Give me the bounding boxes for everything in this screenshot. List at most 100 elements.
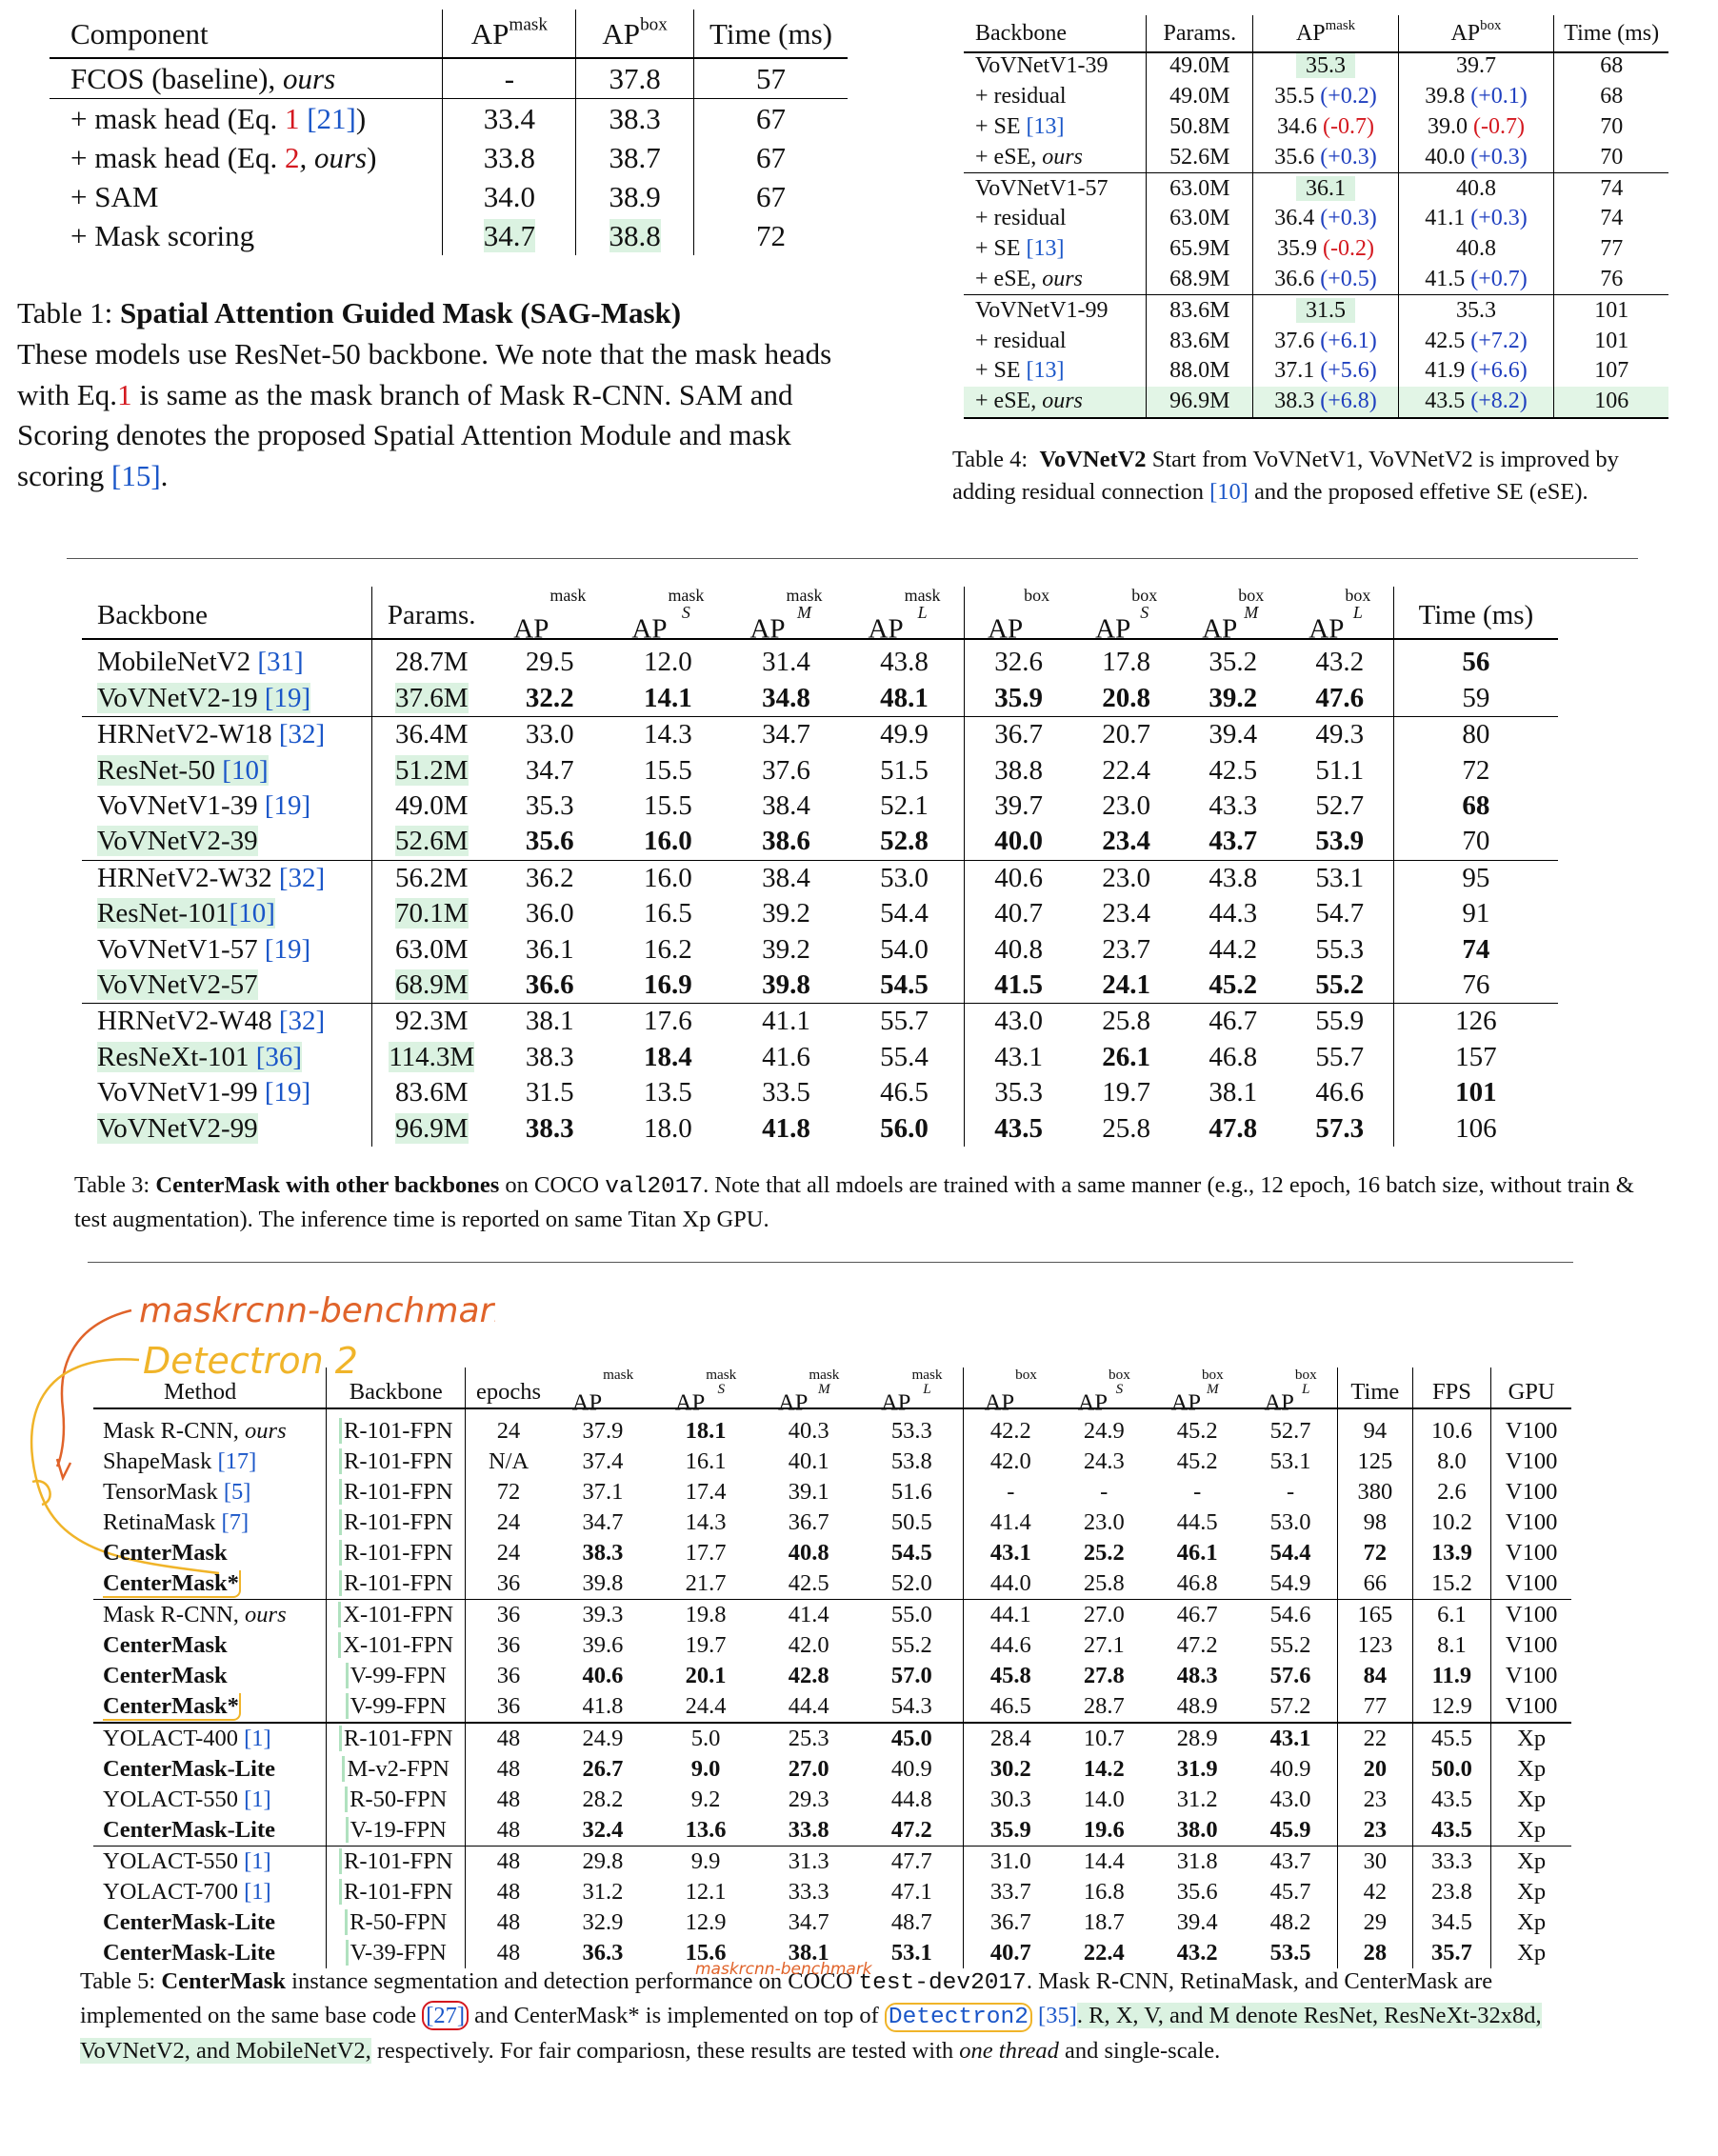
table3-cell-apmask: 35.3 (490, 789, 609, 824)
citation-link[interactable]: [19] (264, 682, 311, 713)
table3-cell-apbox-s: 25.8 (1073, 1110, 1180, 1146)
table5-cell-apbox-s: 25.8 (1057, 1568, 1151, 1601)
table5-cell-apbox: 43.1 (963, 1538, 1058, 1569)
citation-link[interactable]: [13] (1026, 236, 1065, 262)
table5-caption: Table 5: CenterMask instance segmentatio… (80, 1966, 1604, 2067)
backbone-text: VoVNetV1-39 (975, 53, 1109, 79)
table5-cell-apmask-m: 29.3 (788, 1787, 829, 1813)
table4-cell-params: 83.6M (1146, 326, 1253, 356)
delta-value: (+8.2) (1470, 389, 1528, 414)
citation-link[interactable]: [1] (244, 1787, 271, 1813)
table5-cell-apbox-l: - (1287, 1479, 1295, 1506)
citation-link[interactable]: [32] (278, 719, 326, 750)
table5-cell-apbox-l: 40.9 (1269, 1756, 1311, 1783)
citation-link[interactable]: [17] (217, 1448, 257, 1475)
table3-cell-apmask: 33.0 (490, 717, 609, 753)
backbone-text: + eSE, (975, 389, 1043, 414)
cell-value: 18.4 (644, 1041, 692, 1072)
citation-link[interactable]: [21] (307, 101, 356, 135)
table5-cell-time: 77 (1337, 1691, 1413, 1725)
table5-cell-fps: 10.2 (1411, 1507, 1491, 1539)
table5-caption-detectron2-link[interactable]: Detectron2 (884, 2003, 1032, 2033)
citation-link[interactable]: [1] (244, 1848, 271, 1875)
table5-cell-apbox: 44.1 (963, 1599, 1058, 1631)
table5-cell-apbox-m: 39.4 (1176, 1909, 1218, 1936)
table-row: HRNetV2-W48 [32] 92.3M 38.1 17.6 41.1 55.7 43.… (82, 1003, 1558, 1040)
table5-cell-epochs: 48 (465, 1846, 551, 1878)
table4-cell-ap-box: 35.3 (1397, 294, 1554, 327)
table1-header-component: Component (70, 17, 209, 50)
citation-link[interactable]: [19] (264, 933, 311, 965)
cell-value: 92.3M (394, 1006, 469, 1037)
component-text: FCOS (baseline), (70, 61, 284, 95)
table5-cell-apmask-l: 52.0 (860, 1568, 964, 1601)
table4-cell-ap-box: 43.5 (+8.2) (1397, 386, 1554, 419)
backbone-text: VoVNetV1-57 (975, 175, 1109, 201)
backbone-name: HRNetV2-W18 (97, 719, 279, 750)
table4-cell-params: 63.0M (1146, 203, 1253, 234)
cell-value: 35.3 (994, 1077, 1043, 1108)
table5-caption-text-3: and CenterMask* is implemented on top of (469, 2003, 885, 2029)
cell-value: 39.2 (762, 898, 810, 929)
cell-value: 41.6 (762, 1041, 810, 1072)
citation-link[interactable]: [13] (1026, 358, 1065, 384)
eq-ref-link[interactable]: 1 (284, 101, 300, 135)
table4-caption-cite-link[interactable]: [10] (1209, 478, 1249, 505)
table-row: HRNetV2-W32 [32] 56.2M 36.2 16.0 38.4 53.0 40.… (82, 860, 1558, 897)
table5-cell-apmask: 39.3 (582, 1602, 624, 1628)
delta-value: (-0.2) (1323, 236, 1374, 262)
table4-cell-backbone: + residual (964, 326, 1147, 356)
citation-link[interactable]: [19] (264, 1077, 311, 1108)
cell-value: R-101-FPN (339, 1479, 453, 1506)
table5-cell-fps: 23.8 (1411, 1877, 1491, 1908)
citation-link[interactable]: [10] (222, 754, 269, 786)
table5-caption-cite-27-link[interactable]: [27] (422, 2001, 469, 2031)
table5-caption-cite-35-link[interactable]: [35] (1038, 2003, 1077, 2029)
citation-link[interactable]: [5] (223, 1479, 251, 1506)
cell-value: 17.6 (644, 1006, 692, 1037)
citation-link[interactable]: [10] (229, 898, 275, 929)
method-name: Mask R-CNN, (103, 1418, 246, 1445)
table3-cell-time: 101 (1392, 1074, 1558, 1111)
table5-cell-apmask: 26.7 (582, 1756, 624, 1783)
table1-caption-eq-link[interactable]: 1 (117, 377, 132, 411)
table3-cell-apmask-s: 16.0 (609, 860, 727, 896)
table5-cell-time: 23 (1337, 1815, 1413, 1847)
citation-link[interactable]: [1] (244, 1879, 271, 1906)
citation-link[interactable]: [19] (264, 790, 311, 822)
table5-caption-text-6: and single-scale. (1058, 2037, 1221, 2064)
table4-cell-time: 76 (1553, 264, 1668, 296)
eq-ref-link[interactable]: 2 (284, 140, 300, 174)
table5-cell-time: 94 (1337, 1416, 1413, 1447)
citation-link[interactable]: [13] (1026, 113, 1065, 139)
table5-cell-fps: 50.0 (1411, 1754, 1491, 1786)
table1-caption-cite-link[interactable]: [15] (111, 459, 161, 493)
cell-value: 54.4 (880, 898, 929, 929)
table4-cell-backbone: + residual (964, 204, 1147, 234)
cell-value: 16.0 (644, 826, 692, 857)
table3-cell-params: 96.9M (371, 1110, 491, 1147)
table5-cell-apmask: 41.8 (550, 1691, 655, 1725)
table5-cell-apmask: 24.9 (582, 1726, 624, 1752)
table5-header-apbox-m: AP box M (1170, 1367, 1224, 1416)
table3-cell-time: 95 (1392, 860, 1558, 897)
delta-value: (+0.7) (1470, 266, 1528, 291)
table5-caption-title: CenterMask (161, 1968, 287, 1994)
cell-value: 16.5 (644, 898, 692, 929)
citation-link[interactable]: [1] (244, 1726, 271, 1752)
table5-cell-backbone: V-99-FPN (326, 1661, 466, 1692)
table4-cell-ap-mask: 35.3 (1252, 51, 1399, 82)
delta-value: (+0.3) (1320, 144, 1377, 170)
cell-value: 25.8 (1102, 1006, 1151, 1037)
citation-link[interactable]: [7] (221, 1509, 250, 1536)
method-name: CenterMask-Lite (103, 1940, 275, 1966)
citation-link[interactable]: [32] (278, 862, 326, 893)
citation-link[interactable]: [31] (257, 647, 304, 678)
table3-cell-apmask-l: 54.5 (845, 967, 965, 1005)
table3-header-apmask-l: AP mask L (868, 586, 941, 645)
citation-link[interactable]: [32] (278, 1006, 326, 1037)
citation-link[interactable]: [36] (255, 1041, 303, 1072)
table-row: + residual 49.0M 35.5 (+0.2) 39.8 (+0.1) 68 (964, 81, 1668, 112)
cell-value: R-50-FPN (345, 1909, 448, 1936)
cell-value: 67 (756, 140, 786, 174)
